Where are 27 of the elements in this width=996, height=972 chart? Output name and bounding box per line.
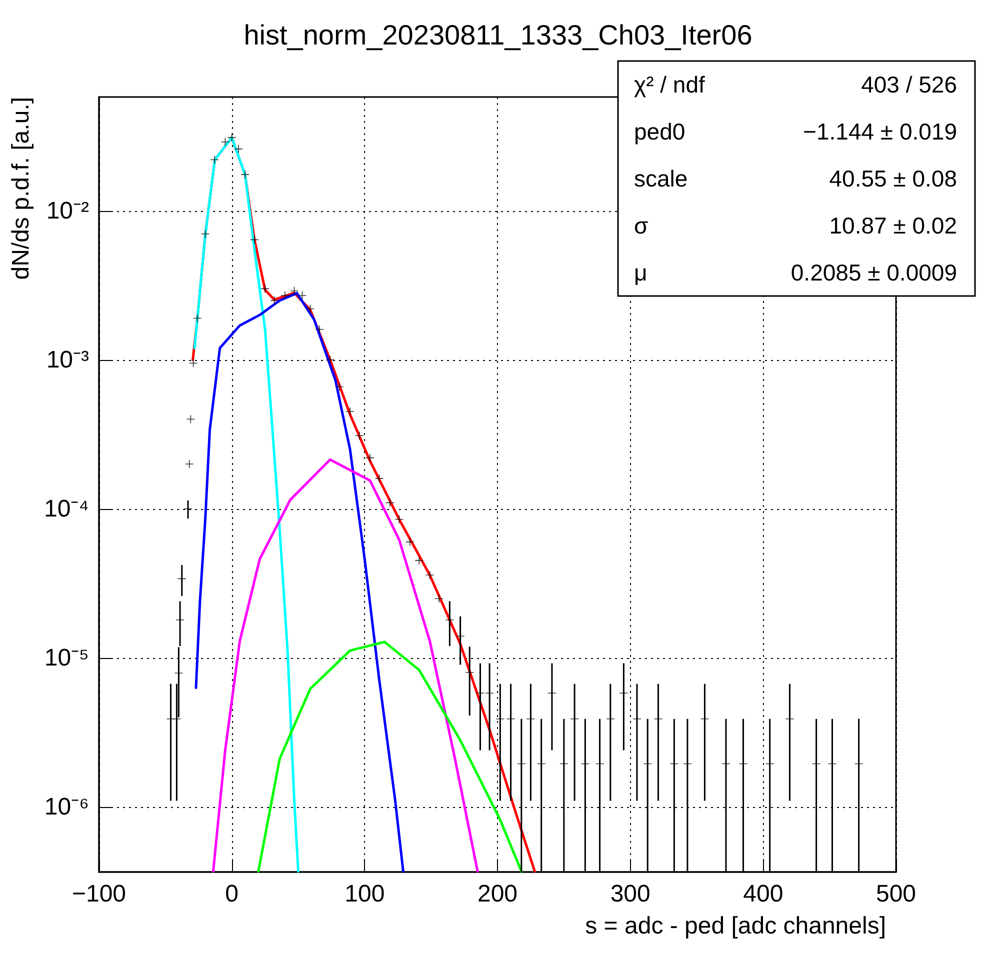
x-tick-label: 400 <box>743 880 784 908</box>
line-series <box>257 640 523 873</box>
y-tick-label: 10⁻² <box>46 197 90 224</box>
annotation: 40.55 ± 0.08 <box>829 166 957 192</box>
x-tick-label: 500 <box>876 880 916 908</box>
text: χ² / ndf <box>634 72 706 98</box>
annotation: μ <box>634 260 648 286</box>
x-tick-label: 200 <box>477 880 518 908</box>
text: 403 / 526 <box>861 72 957 98</box>
annotation: σ <box>634 212 648 238</box>
chart-title: hist_norm_20230811_1333_Ch03_Iter06 <box>244 20 752 50</box>
x-tick-label: −100 <box>72 880 126 908</box>
y-tick-label: 10⁻⁵ <box>44 644 89 672</box>
y-axis-title: dN/ds p.d.f. [a.u.] <box>8 97 34 280</box>
annotation: 0.2085 ± 0.0009 <box>790 260 957 286</box>
annotation: 10.87 ± 0.02 <box>829 212 957 238</box>
y-tick-label: 10⁻⁶ <box>44 793 89 820</box>
annotation: ped0 <box>634 118 686 144</box>
x-axis-title: s = adc - ped [adc channels] <box>585 912 886 940</box>
y-tick-label: 10⁻³ <box>46 346 90 374</box>
annotation: scale <box>634 166 688 192</box>
x-tick-label: 100 <box>344 880 385 908</box>
x-tick-label: 300 <box>610 880 650 908</box>
y-tick-label: 10⁻⁴ <box>44 495 89 522</box>
line-series <box>212 458 479 873</box>
annotation: −1.144 ± 0.019 <box>803 118 957 144</box>
x-tick-label: 0 <box>225 880 239 908</box>
